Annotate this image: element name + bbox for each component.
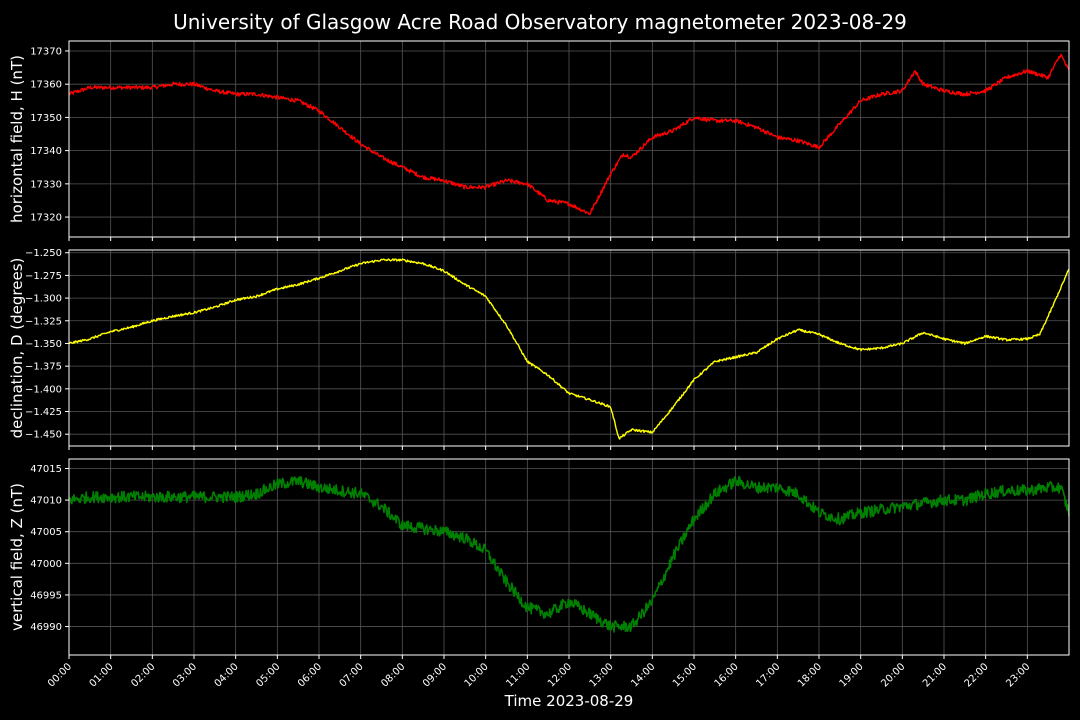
x-tick-label: 20:00 (879, 661, 907, 689)
panel-frame (68, 458, 1070, 656)
x-tick-label: 21:00 (921, 661, 949, 689)
x-tick-label: 22:00 (963, 661, 991, 689)
x-tick-label: 06:00 (296, 661, 324, 689)
y-tick-label: −1.425 (25, 407, 62, 418)
y-tick-label: −1.450 (25, 430, 62, 441)
x-tick-label: 18:00 (796, 661, 824, 689)
x-tick-label: 02:00 (129, 661, 157, 689)
y-tick-label: −1.300 (25, 294, 62, 305)
y-tick-label: −1.400 (25, 384, 62, 395)
x-tick-label: 05:00 (254, 661, 282, 689)
x-tick-label: 15:00 (671, 661, 699, 689)
series-line-h (68, 53, 1070, 216)
x-tick-label: 13:00 (588, 661, 616, 689)
y-tick-label: 46990 (30, 622, 62, 633)
x-tick-label: 16:00 (713, 661, 741, 689)
x-tick-label: 01:00 (88, 661, 116, 689)
x-tick-label: 03:00 (171, 661, 199, 689)
y-tick-label: 47000 (30, 559, 62, 570)
series-line-z (68, 475, 1070, 633)
panel-frame (68, 40, 1070, 238)
y-tick-label: −1.350 (25, 339, 62, 350)
y-axis-label: horizontal field, H (nT) (8, 55, 26, 223)
x-tick-label: 07:00 (338, 661, 366, 689)
x-tick-label: 17:00 (754, 661, 782, 689)
y-tick-label: 17350 (30, 113, 62, 124)
series-line-d (68, 258, 1070, 440)
y-tick-label: −1.250 (25, 248, 62, 259)
x-tick-label: 14:00 (629, 661, 657, 689)
panel-frame (68, 249, 1070, 447)
x-tick-label: 09:00 (421, 661, 449, 689)
y-tick-label: −1.325 (25, 316, 62, 327)
x-tick-label: 12:00 (546, 661, 574, 689)
y-tick-label: 47015 (30, 464, 62, 475)
chart-panels: 17320 17330 17340 17350 17360 17370 horizontal… (8, 40, 1070, 690)
x-axis-label: Time 2023-08-29 (504, 692, 634, 710)
chart-title: University of Glasgow Acre Road Observat… (173, 10, 907, 34)
y-tick-label: 17330 (30, 179, 62, 190)
x-tick-label: 00:00 (46, 661, 74, 689)
x-tick-label: 08:00 (379, 661, 407, 689)
panel-h: 17320 17330 17340 17350 17360 17370 horizontal… (8, 40, 1070, 241)
y-tick-label: −1.375 (25, 362, 62, 373)
x-tick-label: 10:00 (463, 661, 491, 689)
x-tick-label: 04:00 (213, 661, 241, 689)
y-tick-label: 17370 (30, 46, 62, 57)
panel-d: −1.450 −1.425 −1.400 −1.375 −1.350 −1.325 −1.3… (8, 248, 1070, 450)
y-tick-label: 17320 (30, 213, 62, 224)
x-tick-label: 23:00 (1004, 661, 1032, 689)
x-tick-label: 19:00 (838, 661, 866, 689)
y-tick-label: 46995 (30, 590, 62, 601)
y-axis-label: vertical field, Z (nT) (8, 483, 26, 631)
y-tick-label: 17340 (30, 146, 62, 157)
y-tick-label: 47005 (30, 527, 62, 538)
y-tick-label: −1.275 (25, 271, 62, 282)
x-tick-label: 11:00 (504, 661, 532, 689)
y-axis-label: declination, D (degrees) (8, 258, 26, 439)
y-tick-label: 17360 (30, 80, 62, 91)
panel-z: 46990 46995 47000 47005 47010 47015 vertical f… (8, 458, 1070, 659)
y-tick-label: 47010 (30, 496, 62, 507)
